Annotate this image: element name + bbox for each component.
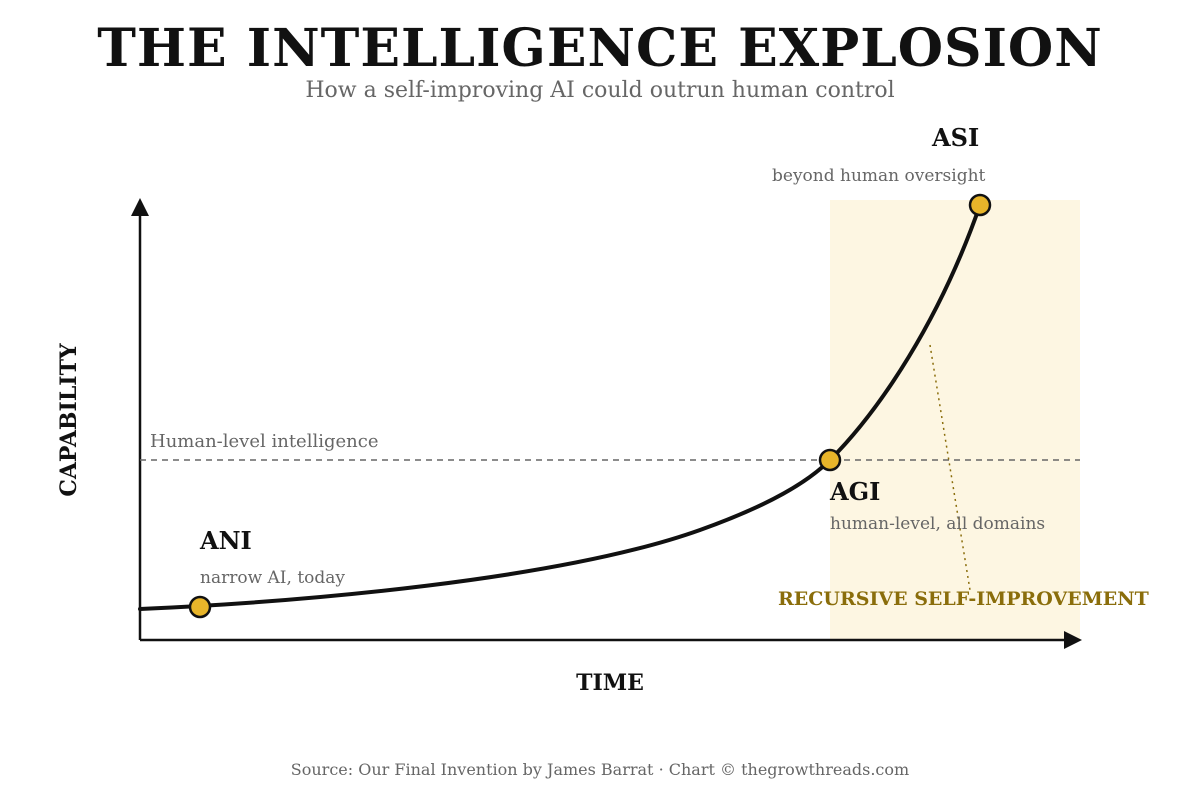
ani-label: ANI <box>199 526 252 555</box>
source-note: Source: Our Final Invention by James Bar… <box>290 760 910 779</box>
x-axis-label: TIME <box>576 670 644 696</box>
recursive-phase-region <box>830 200 1080 640</box>
agi-node <box>818 448 842 472</box>
page-title: THE INTELLIGENCE EXPLOSION <box>97 18 1103 79</box>
y-axis-label: CAPABILITY <box>56 343 82 497</box>
page-subtitle: How a self-improving AI could outrun hum… <box>305 78 895 103</box>
ani-node <box>188 595 212 619</box>
asi-node <box>968 193 992 217</box>
ani-description: narrow AI, today <box>200 568 345 588</box>
agi-label: AGI <box>829 477 880 506</box>
y-axis-arrow-icon <box>131 198 149 216</box>
recursive-phase-label: RECURSIVE SELF-IMPROVEMENT <box>778 588 1149 610</box>
capability-curve <box>138 203 982 611</box>
agi-description: human-level, all domains <box>830 514 1045 534</box>
asi-description: beyond human oversight <box>772 166 986 186</box>
asi-label: ASI <box>931 123 979 152</box>
x-axis-arrow-icon <box>1064 631 1082 649</box>
human-level-threshold-label: Human-level intelligence <box>150 431 378 452</box>
